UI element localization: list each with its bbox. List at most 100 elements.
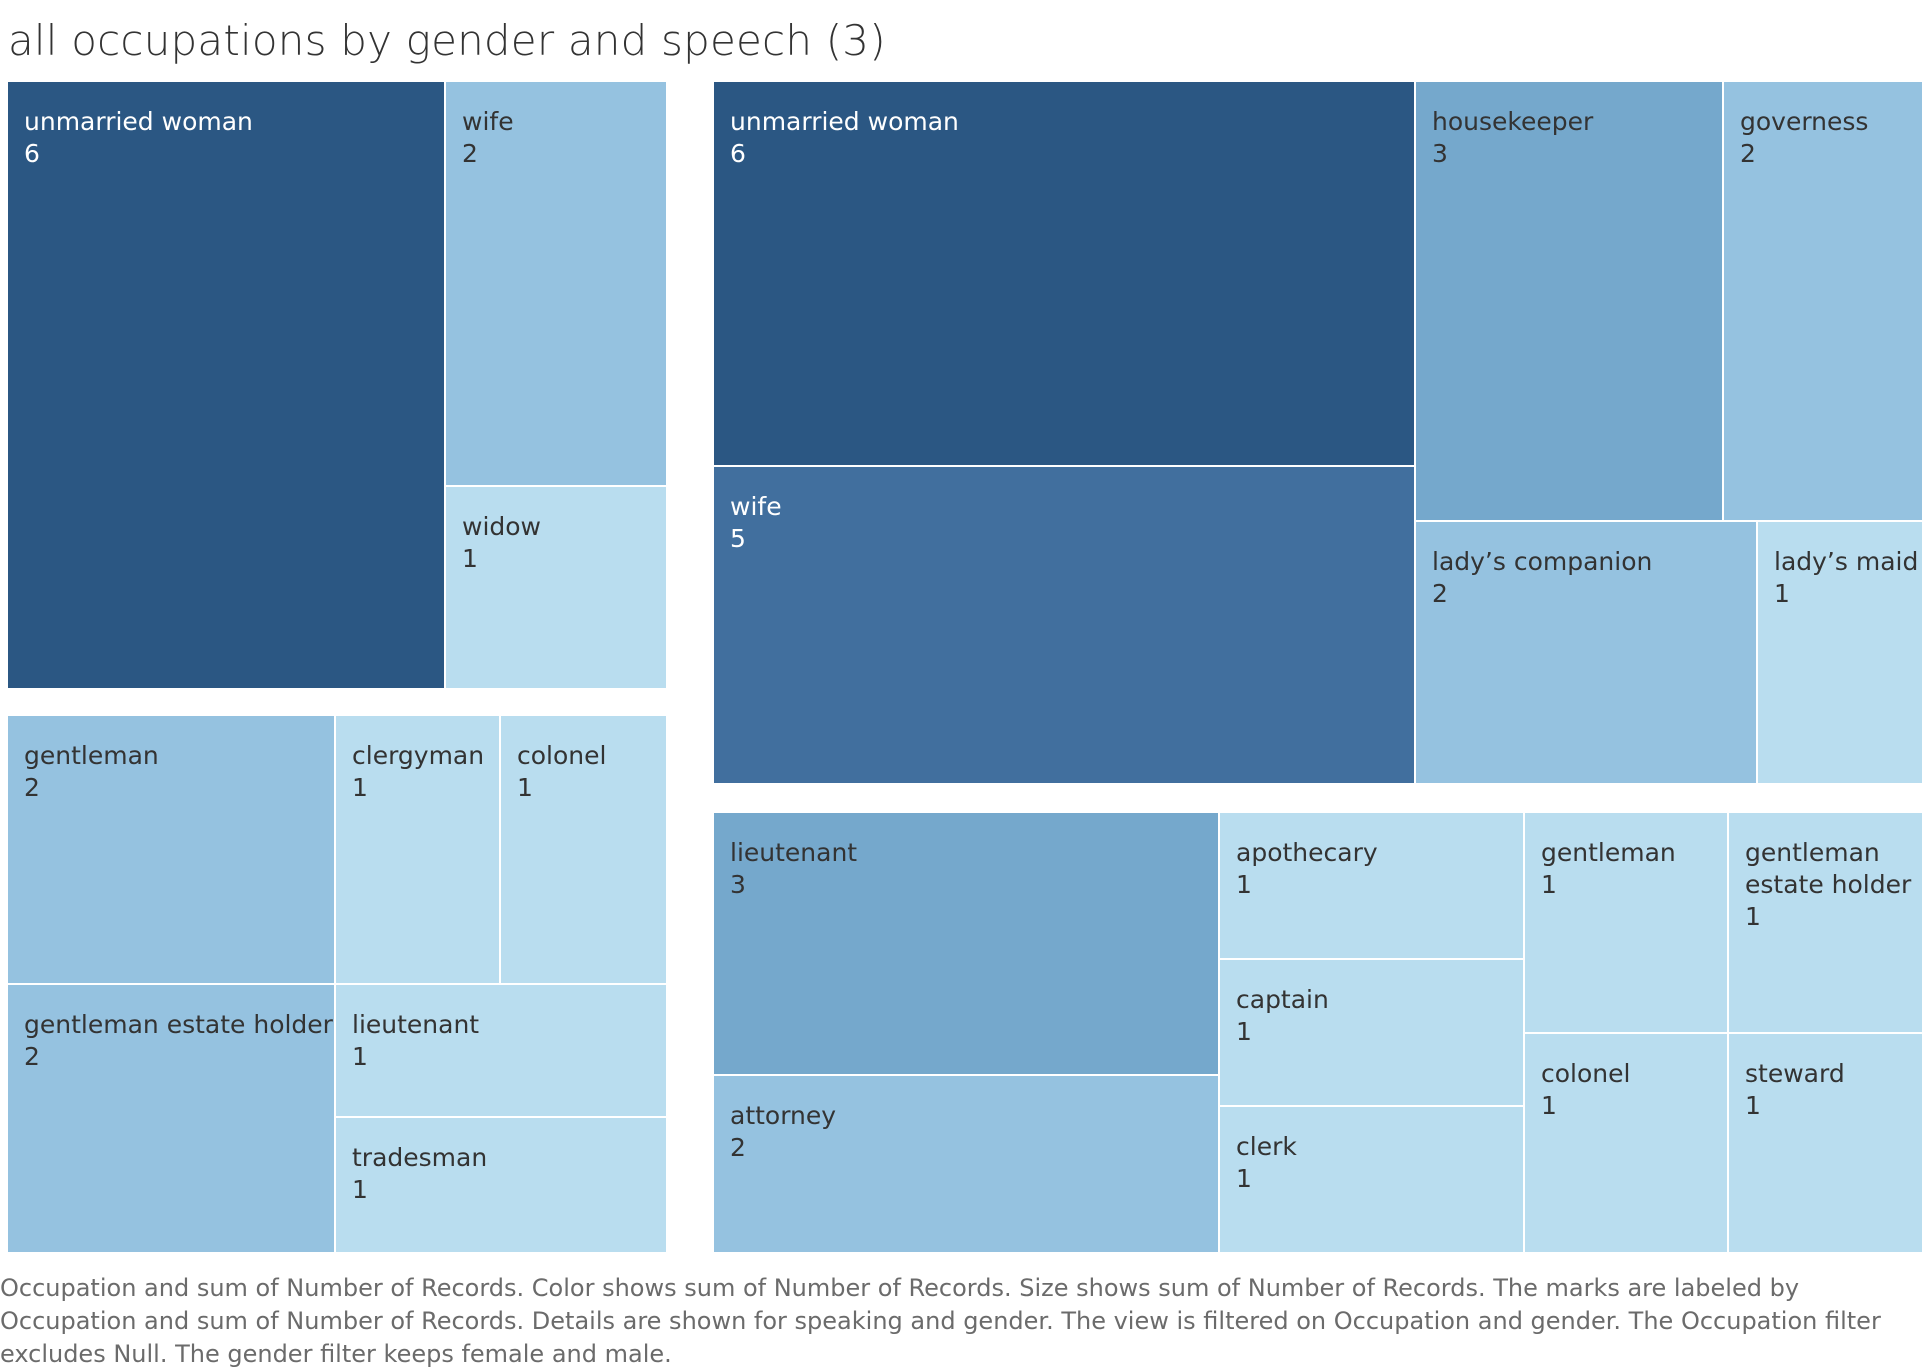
tile-value: 5 [730,524,746,553]
tile-name: gentleman [24,741,159,770]
tile-label: clerk 1 [1236,1131,1297,1195]
tile-value: 6 [730,139,746,168]
treemap-tile-gentleman-estate-holder[interactable]: gentleman estate holder 1 [1729,813,1924,1034]
tile-label: lady’s maid 1 [1774,546,1918,610]
tile-label: colonel 1 [517,740,606,804]
tile-value: 1 [352,1175,368,1204]
tile-value: 2 [24,1042,40,1071]
treemap-tile-clerk[interactable]: clerk 1 [1220,1107,1525,1254]
tile-value: 1 [1236,1017,1252,1046]
tile-value: 1 [1745,1091,1761,1120]
tile-value: 1 [1745,902,1761,931]
tile-value: 1 [1236,870,1252,899]
tile-label: wife 5 [730,491,782,555]
treemap-tile-lady-s-companion[interactable]: lady’s companion 2 [1416,522,1758,785]
tile-label: steward 1 [1745,1058,1845,1122]
tile-label: unmarried woman 6 [730,106,959,170]
tile-label: captain 1 [1236,984,1329,1048]
tile-value: 1 [1541,1091,1557,1120]
tile-label: attorney 2 [730,1100,836,1164]
chart-title: all occupations by gender and speech (3) [8,16,886,65]
tile-name: gentleman [1745,838,1880,867]
tile-label: lady’s companion 2 [1432,546,1652,610]
tile-name: housekeeper [1432,107,1594,136]
tile-name: lady’s companion [1432,547,1653,576]
treemap-tile-lady-s-maid[interactable]: lady’s maid 1 [1758,522,1924,785]
treemap-tile-gentleman-estate-holder[interactable]: gentleman estate holder 2 [8,985,336,1254]
tile-name: clergyman [352,741,485,770]
tile-name: wife [730,492,782,521]
tile-name: captain [1236,985,1329,1014]
tile-value: 1 [462,544,478,573]
tile-name: lieutenant [352,1010,480,1039]
tile-label: gentleman 1 [1541,837,1676,901]
tile-value: 3 [1432,139,1448,168]
tile-name: governess [1740,107,1869,136]
tile-label: tradesman 1 [352,1142,487,1206]
treemap-tile-captain[interactable]: captain 1 [1220,960,1525,1107]
tile-value: 2 [462,139,478,168]
treemap-tile-wife[interactable]: wife 2 [446,82,668,487]
tile-name: apothecary [1236,838,1378,867]
tile-label: lieutenant 1 [352,1009,479,1073]
tile-label: unmarried woman 6 [24,106,253,170]
tile-name: lady’s maid [1774,547,1919,576]
treemap-tile-wife[interactable]: wife 5 [714,467,1416,785]
tile-name: tradesman [352,1143,488,1172]
tile-value: 2 [1432,579,1448,608]
treemap-tile-gentleman[interactable]: gentleman 2 [8,716,336,985]
treemap-tile-colonel[interactable]: colonel 1 [501,716,668,985]
tile-value: 2 [24,773,40,802]
tile-value: 1 [517,773,533,802]
treemap-tile-attorney[interactable]: attorney 2 [714,1076,1220,1254]
tile-name: clerk [1236,1132,1297,1161]
treemap-tile-clergyman[interactable]: clergyman 1 [336,716,501,985]
tile-label: lieutenant 3 [730,837,857,901]
treemap-tile-tradesman[interactable]: tradesman 1 [336,1118,668,1254]
tile-label: gentleman estate holder 1 [1745,837,1911,933]
tile-label: gentleman 2 [24,740,159,804]
tile-label: gentleman estate holder 2 [24,1009,333,1073]
tile-value: 1 [1236,1164,1252,1193]
tile-name: colonel [1541,1059,1631,1088]
tile-name: attorney [730,1101,837,1130]
tile-label: housekeeper 3 [1432,106,1593,170]
tile-label: widow 1 [462,511,541,575]
tile-name: colonel [517,741,607,770]
treemap-tile-widow[interactable]: widow 1 [446,487,668,690]
tile-label: clergyman 1 [352,740,484,804]
tile-value: 2 [730,1133,746,1162]
treemap-tile-governess[interactable]: governess 2 [1724,82,1924,522]
treemap-tile-apothecary[interactable]: apothecary 1 [1220,813,1525,960]
treemap-tile-lieutenant[interactable]: lieutenant 3 [714,813,1220,1076]
tile-name: gentleman estate holder [24,1010,333,1039]
treemap-tile-unmarried-woman[interactable]: unmarried woman 6 [714,82,1416,467]
tile-value: 1 [1774,579,1790,608]
tile-name: gentleman [1541,838,1676,867]
treemap-tile-gentleman[interactable]: gentleman 1 [1525,813,1729,1034]
tile-name: estate holder [1745,870,1912,899]
tile-name: steward [1745,1059,1845,1088]
tile-name: unmarried woman [24,107,253,136]
tile-name: unmarried woman [730,107,959,136]
tile-value: 1 [352,1042,368,1071]
tile-value: 1 [1541,870,1557,899]
treemap-chart: unmarried woman 6 wife 2 widow 1 gentleman 2 cle… [8,82,1924,1254]
tile-label: governess 2 [1740,106,1868,170]
tile-label: apothecary 1 [1236,837,1378,901]
treemap-tile-colonel[interactable]: colonel 1 [1525,1034,1729,1254]
treemap-tile-lieutenant[interactable]: lieutenant 1 [336,985,668,1118]
tile-value: 6 [24,139,40,168]
tile-value: 1 [352,773,368,802]
tile-label: wife 2 [462,106,514,170]
treemap-tile-steward[interactable]: steward 1 [1729,1034,1924,1254]
treemap-tile-unmarried-woman[interactable]: unmarried woman 6 [8,82,446,690]
treemap-tile-housekeeper[interactable]: housekeeper 3 [1416,82,1724,522]
tile-name: widow [462,512,542,541]
chart-caption: Occupation and sum of Number of Records.… [0,1274,1881,1368]
tile-name: wife [462,107,514,136]
tile-value: 3 [730,870,746,899]
tile-label: colonel 1 [1541,1058,1630,1122]
tile-name: lieutenant [730,838,858,867]
tile-value: 2 [1740,139,1756,168]
